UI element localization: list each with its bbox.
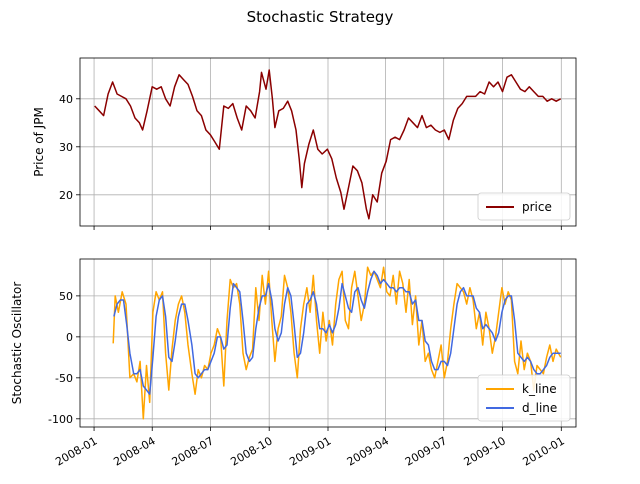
price-panel: 20 30 40 Price of JPM price — [32, 57, 577, 230]
series-line-d-line — [113, 270, 561, 395]
y-tick-label: 0 — [66, 331, 73, 344]
figure-title: Stochastic Strategy — [247, 8, 394, 26]
y-tick-label: -50 — [55, 372, 73, 385]
legend-box — [477, 192, 571, 221]
y-tick-label: 40 — [59, 93, 73, 106]
series-line-k-line — [112, 266, 562, 420]
y-tick-label: 20 — [59, 189, 73, 202]
legend-label: d_line — [522, 401, 557, 415]
y-tick-label: -100 — [48, 413, 73, 426]
legend-box — [477, 374, 571, 422]
legend: k_line d_line — [477, 374, 571, 422]
series-line-price — [94, 69, 562, 220]
y-tick-label: 50 — [59, 290, 73, 303]
legend-label: price — [522, 200, 552, 214]
y-tick-label: 30 — [59, 141, 73, 154]
legend-label: k_line — [522, 382, 557, 396]
legend: price — [477, 192, 571, 221]
y-axis-label: Price of JPM — [32, 107, 46, 177]
y-axis-label: Stochastic Oscillator — [10, 282, 24, 405]
